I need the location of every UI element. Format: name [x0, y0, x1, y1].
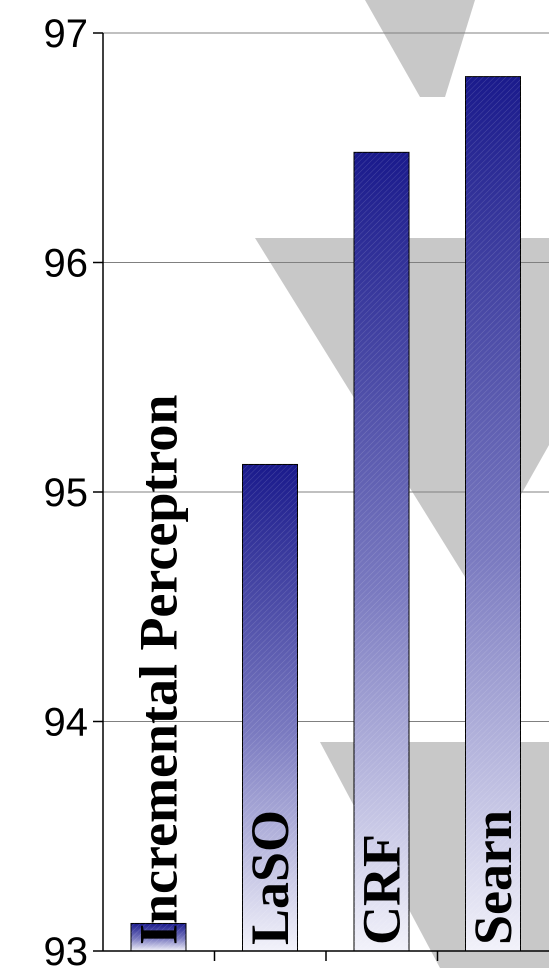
category-label: CRF: [352, 834, 412, 945]
category-label: Incremental Perceptron: [129, 395, 189, 945]
category-label: LaSO: [240, 810, 300, 945]
bar-hatch: [354, 152, 409, 952]
bar-hatch: [131, 923, 186, 951]
y-tick-label: 94: [44, 701, 89, 745]
y-tick-label: 97: [44, 12, 89, 56]
bars: [130, 76, 521, 952]
y-tick-label: 95: [44, 471, 89, 515]
bar-hatch: [242, 464, 298, 951]
bar-labels: Incremental Perceptron LaSO CRF Searn: [129, 395, 524, 945]
category-label: Searn: [463, 810, 523, 945]
y-axis: 93 94 95 96 97: [44, 12, 549, 968]
watermark-triangle-top: [365, 0, 475, 97]
y-tick-label: 96: [44, 242, 89, 286]
y-tick-label: 93: [44, 930, 89, 968]
bar-hatch: [465, 76, 521, 952]
